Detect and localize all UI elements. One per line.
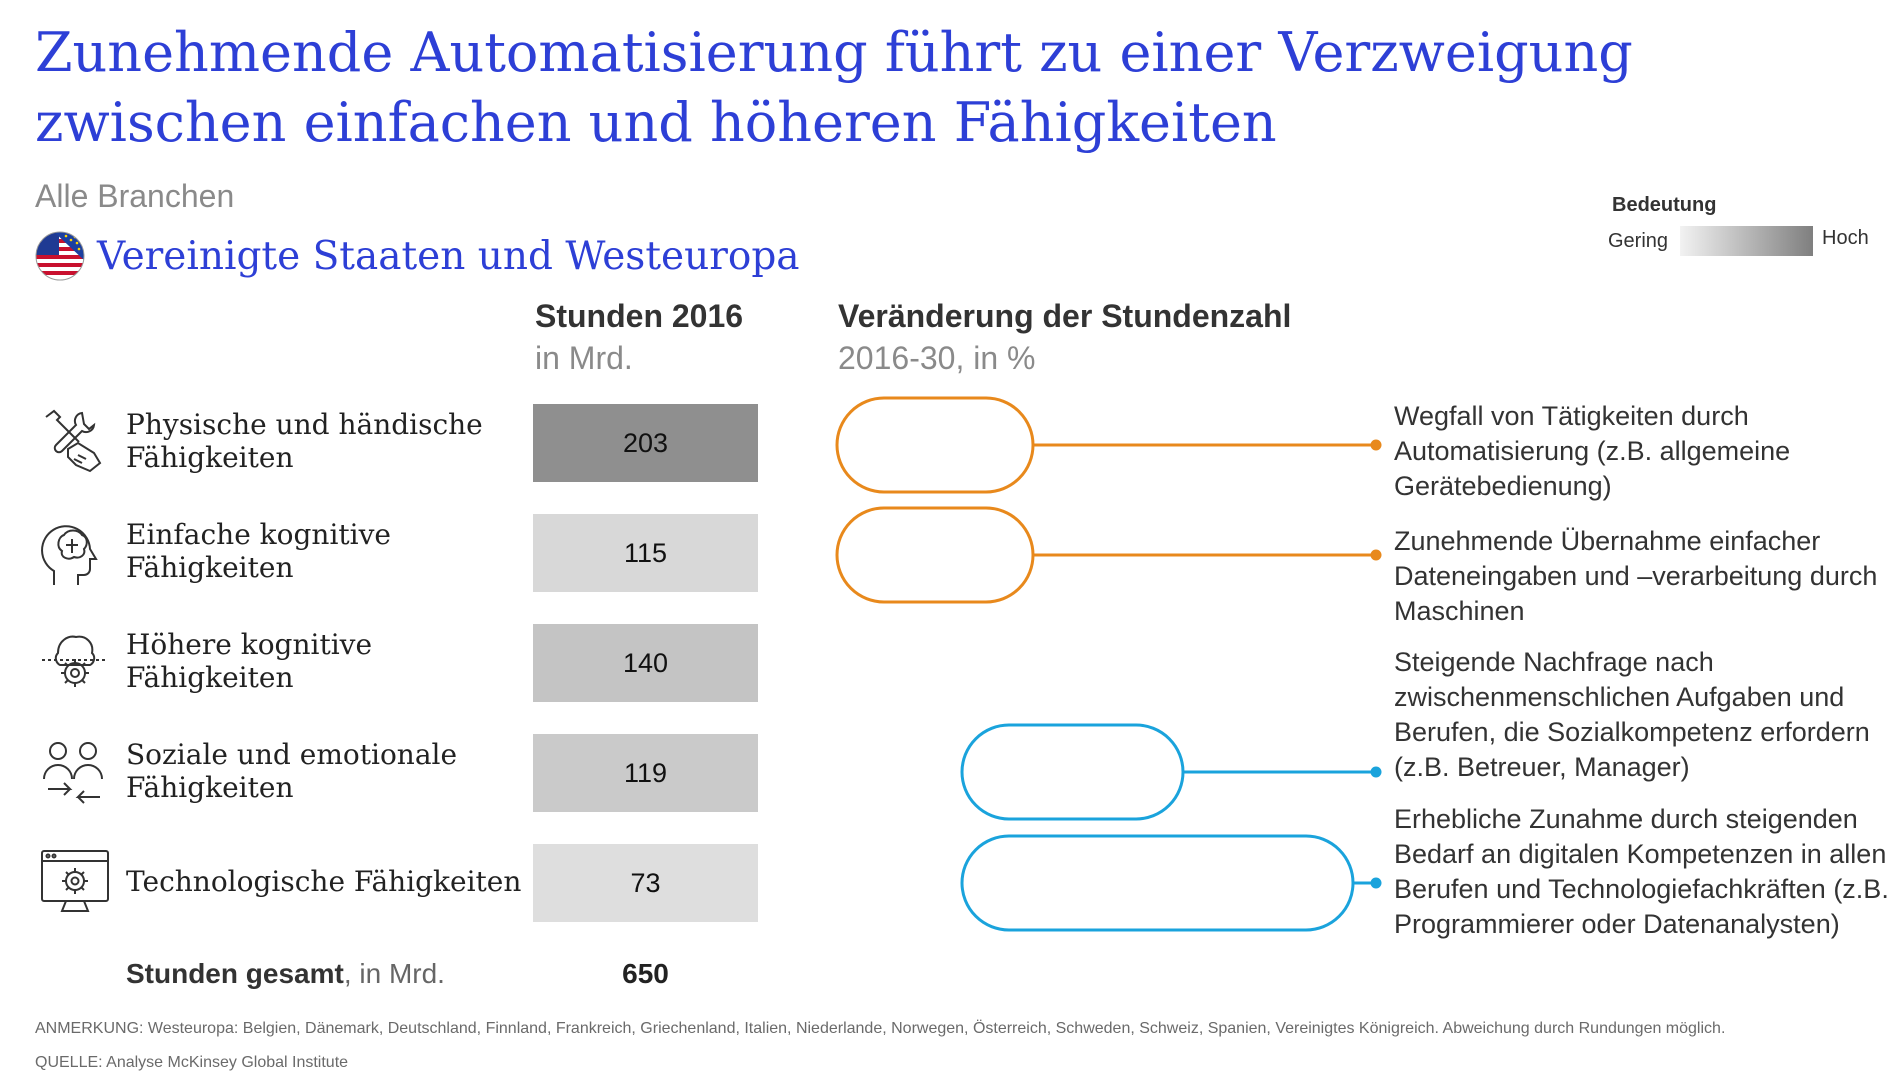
- region-title: Vereinigte Staaten und Westeuropa: [97, 233, 800, 279]
- hours-value: 115: [623, 537, 668, 568]
- legend-high-label: Hoch: [1822, 227, 1869, 249]
- total-label-text: Stunden gesamt: [126, 958, 344, 989]
- hours-value: 119: [623, 757, 668, 788]
- change-column-subtitle: 2016-30, in %: [838, 340, 1036, 376]
- hours-cell: 73: [533, 844, 758, 922]
- connector-dot: [1370, 439, 1382, 451]
- hours-column-title: Stunden 2016: [535, 298, 744, 334]
- category-label: Einfache kognitive Fähigkeiten: [126, 518, 392, 584]
- legend-title: Bedeutung: [1612, 194, 1717, 216]
- connector-dot: [1370, 766, 1382, 778]
- hours-cell: 115: [533, 514, 758, 592]
- hours-value: 140: [622, 647, 669, 678]
- hours-cell: 119: [533, 734, 758, 812]
- category-label: Soziale und emotionale Fähigkeiten: [126, 738, 458, 804]
- annotation-text: Steigende Nachfrage nach zwischenmenschl…: [1394, 647, 1870, 782]
- hours-cell: 203: [533, 404, 758, 482]
- footnote: ANMERKUNG: Westeuropa: Belgien, Dänemark…: [35, 1020, 1726, 1037]
- change-pill-increase: [960, 834, 1355, 932]
- annotation-text: Wegfall von Tätigkeiten durch Automatisi…: [1394, 401, 1791, 501]
- source-note: QUELLE: Analyse McKinsey Global Institut…: [35, 1054, 349, 1071]
- total-label: Stunden gesamt, in Mrd.: [126, 958, 445, 990]
- hours-value: 73: [630, 867, 661, 898]
- legend-low-label: Gering: [1608, 230, 1669, 252]
- hours-column-subtitle: in Mrd.: [535, 340, 633, 376]
- us-eu-flag-icon: [35, 231, 85, 281]
- connector-dot: [1370, 549, 1382, 561]
- category-label: Höhere kognitive Fähigkeiten: [126, 628, 373, 694]
- legend-gradient: [1680, 226, 1813, 256]
- hours-value: 203: [622, 427, 669, 458]
- annotation-text: Zunehmende Übernahme einfacher Dateneing…: [1394, 526, 1878, 626]
- region-header: Vereinigte Staaten und Westeuropa: [35, 228, 800, 284]
- change-column-title: Veränderung der Stundenzahl: [838, 298, 1292, 334]
- brain-gear-icon: [42, 635, 108, 687]
- annotation-text: Erhebliche Zunahme durch steigenden Beda…: [1394, 804, 1889, 939]
- tools-hand-icon: [45, 409, 102, 473]
- category-label: Technologische Fähigkeiten: [126, 865, 522, 898]
- change-pill-decrease: [835, 506, 1035, 604]
- page-subtitle: Alle Branchen: [35, 178, 235, 214]
- total-unit: , in Mrd.: [343, 958, 445, 989]
- total-value: 650: [622, 958, 669, 989]
- page-title: Zunehmende Automatisierung führt zu eine…: [35, 21, 1633, 154]
- head-profile-icon: [41, 525, 98, 585]
- hours-cell: 140: [533, 624, 758, 702]
- monitor-gear-icon: [41, 850, 109, 912]
- change-pill-decrease: [835, 396, 1035, 494]
- change-pill-increase: [960, 723, 1185, 821]
- connector-dot: [1370, 877, 1382, 889]
- category-label: Physische und händische Fähigkeiten: [126, 408, 483, 474]
- people-exchange-icon: [43, 742, 103, 804]
